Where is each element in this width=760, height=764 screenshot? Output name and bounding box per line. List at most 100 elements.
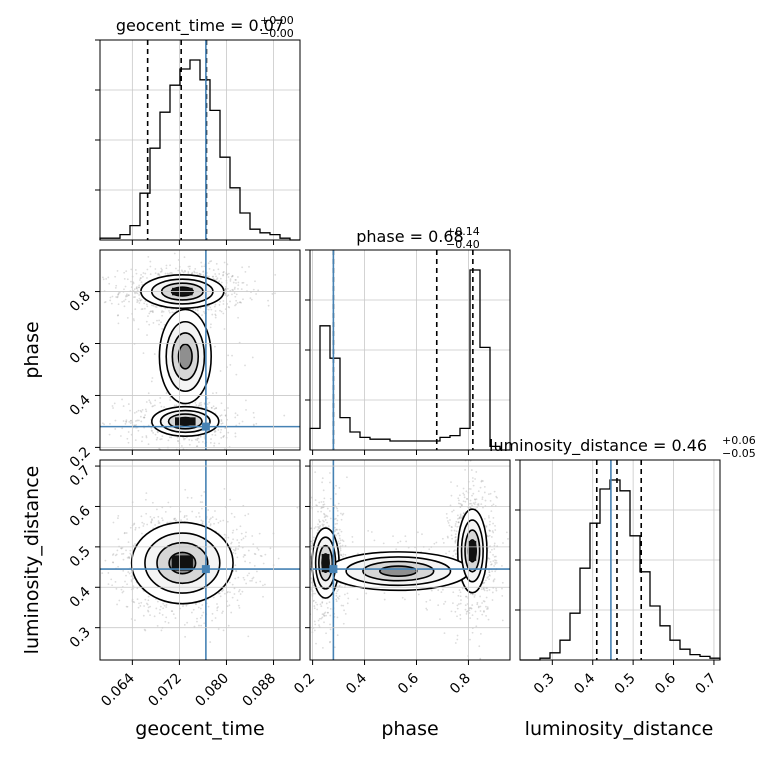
sample-point <box>217 429 220 431</box>
sample-point <box>479 595 482 598</box>
sample-point <box>313 527 316 530</box>
sample-point <box>247 635 250 638</box>
sample-point <box>484 499 487 502</box>
sample-point <box>249 297 252 300</box>
sample-point <box>217 628 220 630</box>
sample-point <box>151 310 154 313</box>
sample-point <box>461 504 463 507</box>
sample-point <box>448 550 451 553</box>
sample-point <box>244 535 247 538</box>
sample-point <box>112 407 114 409</box>
sample-point <box>341 539 344 542</box>
sample-point <box>224 292 227 295</box>
sample-point <box>117 322 120 325</box>
sample-point <box>457 517 459 520</box>
sample-point <box>234 432 237 435</box>
panel-frame-geocent-time-vs-luminosity-distance <box>99 459 301 661</box>
sample-point <box>149 605 152 608</box>
sample-point <box>143 628 146 631</box>
sample-point <box>175 519 178 522</box>
sample-point <box>383 592 386 595</box>
sample-point <box>133 601 136 604</box>
sample-point <box>442 588 444 591</box>
sample-point <box>197 437 200 440</box>
sample-point <box>194 309 197 311</box>
sample-point <box>151 405 154 408</box>
sample-point <box>103 423 105 426</box>
sample-point <box>105 278 108 280</box>
sample-point <box>245 399 247 402</box>
sample-point <box>494 529 497 531</box>
sample-point <box>215 518 218 521</box>
sample-point <box>209 641 212 643</box>
sample-point <box>322 500 325 503</box>
sample-point <box>235 528 238 531</box>
sample-point <box>173 518 176 521</box>
sample-point <box>154 305 157 308</box>
sample-point <box>143 302 146 305</box>
sample-point <box>134 269 137 271</box>
sample-point <box>157 515 160 518</box>
sample-point <box>232 548 235 551</box>
sample-point <box>490 563 493 566</box>
sample-point <box>154 268 157 270</box>
sample-point <box>429 599 432 602</box>
sample-point <box>342 540 345 543</box>
sample-point <box>196 271 198 274</box>
sample-point <box>214 429 216 432</box>
sample-point <box>493 542 496 545</box>
sample-point <box>161 519 164 522</box>
sample-point <box>129 549 132 552</box>
sample-point <box>125 270 128 273</box>
sample-point <box>188 438 191 441</box>
sample-point <box>494 563 497 565</box>
sample-point <box>318 519 320 521</box>
sample-point <box>121 301 124 303</box>
sample-point <box>196 617 198 620</box>
sample-point <box>160 267 163 270</box>
sample-point <box>486 608 488 610</box>
sample-point <box>235 303 237 306</box>
sample-point <box>104 559 107 562</box>
sample-point <box>214 303 217 306</box>
sample-point <box>129 422 132 425</box>
sample-point <box>240 538 243 541</box>
sample-point <box>206 275 209 278</box>
sample-point <box>399 540 402 543</box>
sample-point <box>329 623 331 626</box>
sample-point <box>223 434 226 437</box>
sample-point <box>483 581 486 584</box>
sample-point <box>244 270 247 273</box>
sample-point <box>184 437 187 440</box>
sample-point <box>137 328 140 331</box>
sample-point <box>314 499 317 501</box>
sample-point <box>451 526 453 529</box>
sample-point <box>194 401 197 404</box>
sample-point <box>200 519 203 522</box>
sample-point <box>448 524 451 527</box>
sample-point <box>490 548 493 551</box>
sample-point <box>123 288 125 291</box>
sample-point <box>212 275 215 278</box>
sample-point <box>459 595 462 598</box>
sample-point <box>475 471 478 473</box>
sample-point <box>234 577 237 580</box>
sample-point <box>217 521 220 524</box>
sample-point <box>127 403 130 405</box>
sample-point <box>237 284 240 287</box>
sample-point <box>227 305 230 308</box>
sample-point <box>437 589 440 592</box>
sample-point <box>151 518 153 521</box>
sample-point <box>117 538 120 541</box>
sample-point <box>487 515 490 517</box>
sample-point <box>150 380 153 383</box>
sample-point <box>313 607 316 610</box>
title-luminosity-distance-plus: +0.06 <box>722 434 756 447</box>
sample-point <box>490 536 493 538</box>
sample-point <box>211 313 214 316</box>
sample-point <box>202 611 205 614</box>
sample-point <box>326 507 329 510</box>
sample-point <box>481 613 484 616</box>
sample-point <box>465 595 468 598</box>
sample-point <box>244 514 247 517</box>
